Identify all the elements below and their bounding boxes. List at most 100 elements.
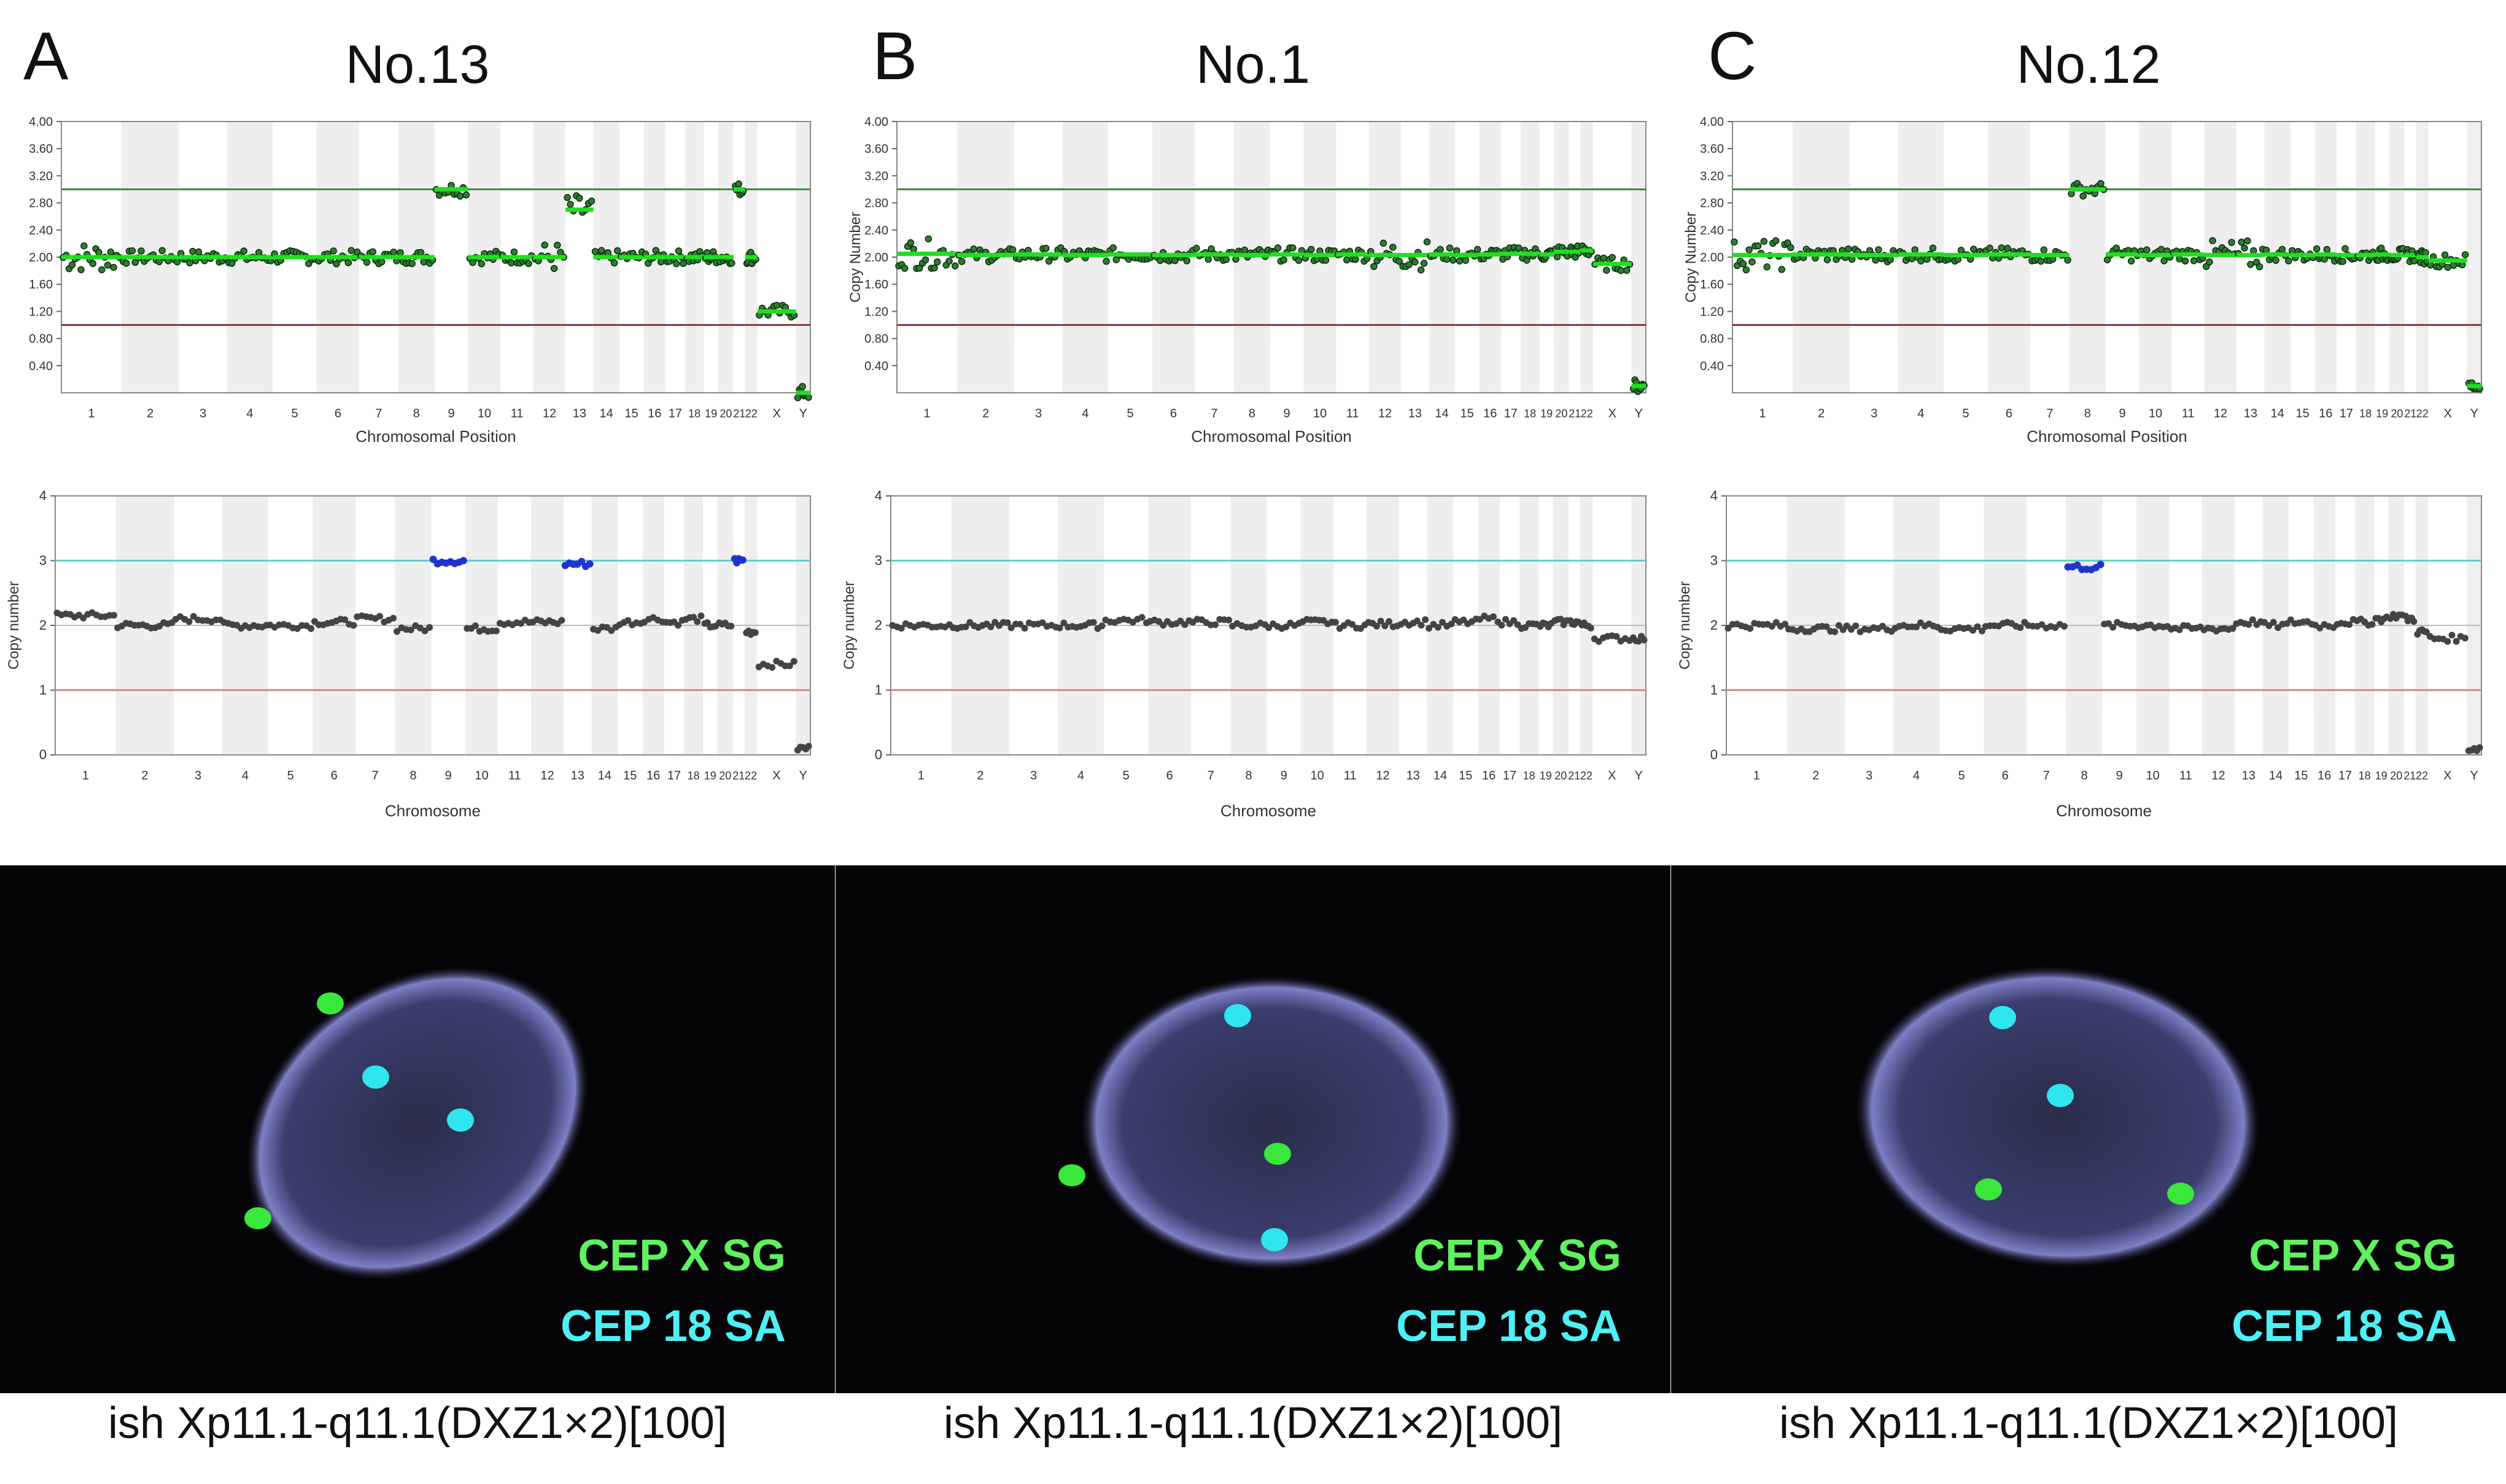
- x-tick-label: 16: [646, 769, 660, 783]
- x-tick-label: 4: [1082, 407, 1088, 420]
- array-data-point: [2079, 192, 2087, 200]
- sequencing-data-point: [350, 622, 357, 629]
- sequencing-data-point: [690, 614, 697, 621]
- array-data-point: [1183, 257, 1190, 265]
- legend-cep-x: CEP X SG: [578, 1231, 786, 1280]
- array-data-point: [1443, 255, 1451, 263]
- x-tick-label: 1: [923, 407, 930, 420]
- array-data-point: [2241, 244, 2248, 252]
- array-data-point: [1887, 256, 1894, 263]
- array-data-point: [1015, 255, 1023, 263]
- array-data-point: [1600, 254, 1607, 262]
- sequencing-data-point: [2249, 616, 2256, 624]
- x-tick-label: 3: [1030, 769, 1037, 783]
- sequencing-data-point: [394, 628, 400, 635]
- sequencing-data-point: [390, 614, 397, 622]
- sequencing-data-point: [1835, 622, 1842, 629]
- x-tick-label: Y: [799, 769, 807, 783]
- x-tick-label: 16: [2319, 407, 2332, 420]
- sequencing-data-point: [790, 658, 797, 665]
- x-tick-label: 1: [1759, 407, 1766, 420]
- array-data-point: [2206, 258, 2213, 266]
- sequencing-data-point: [898, 625, 905, 632]
- array-data-point: [95, 249, 103, 257]
- x-tick-label: 6: [2002, 769, 2009, 783]
- x-tick-label: 4: [242, 769, 249, 783]
- legend-cep-18: CEP 18 SA: [2232, 1302, 2457, 1351]
- x-tick-label: 8: [410, 769, 417, 783]
- x-tick-label: 4: [1917, 407, 1924, 420]
- x-tick-label: 18: [1523, 770, 1535, 782]
- array-data-point: [564, 194, 571, 201]
- x-tick-label: 22: [745, 408, 758, 420]
- cep-18-signal: [1989, 1006, 2016, 1029]
- sequencing-data-point: [2073, 561, 2081, 569]
- array-data-point: [104, 261, 112, 269]
- x-tick-label: X: [2443, 769, 2451, 783]
- y-tick-label: 2.80: [864, 197, 888, 211]
- x-tick-label: 6: [2006, 407, 2012, 420]
- x-tick-label: 6: [1166, 769, 1173, 783]
- array-data-point: [2244, 237, 2251, 245]
- y-axis-title: Copy Number: [1683, 212, 1699, 303]
- array-data-point: [2160, 257, 2168, 265]
- array-data-point: [970, 245, 977, 253]
- x-tick-label: 9: [445, 769, 452, 783]
- sample-title: No.1: [1196, 34, 1310, 95]
- array-data-point: [1911, 246, 1918, 253]
- y-tick-label: 0: [875, 747, 882, 762]
- x-tick-label: 19: [2375, 770, 2388, 782]
- sequencing-data-point: [2017, 624, 2024, 632]
- y-tick-label: 2.00: [29, 251, 53, 265]
- x-tick-label: 1: [82, 769, 89, 783]
- array-data-point: [330, 247, 337, 255]
- array-data-point: [805, 393, 812, 401]
- sequencing-data-point: [307, 625, 314, 632]
- x-tick-label: 22: [1581, 408, 1593, 420]
- array-data-point: [1379, 239, 1387, 247]
- sequencing-data-point: [1422, 616, 1429, 624]
- legend-cep-18: CEP 18 SA: [561, 1302, 786, 1351]
- array-data-point: [567, 201, 574, 208]
- x-tick-label: 18: [2359, 408, 2372, 420]
- x-tick-label: 7: [2046, 407, 2053, 420]
- sequencing-data-point: [594, 627, 602, 634]
- x-tick-label: 10: [478, 407, 491, 420]
- array-data-point: [2313, 245, 2321, 253]
- array-data-point: [77, 266, 85, 274]
- panel-b: B No.1 0.40 0.80 1.20 1.60 2.00 2.40 2.80 3.20 3…: [836, 0, 1670, 1484]
- sequencing-data-point: [1557, 616, 1564, 623]
- array-data-point: [240, 247, 247, 255]
- array-data-point: [2064, 257, 2071, 264]
- array-data-point: [138, 247, 145, 255]
- x-tick-label: 13: [1408, 407, 1422, 420]
- x-tick-label: 2: [1812, 769, 1819, 783]
- array-data-point: [1462, 257, 1470, 264]
- x-tick-label: 21: [733, 408, 745, 420]
- chromosome-band: [1631, 122, 1646, 393]
- array-data-point: [2190, 257, 2198, 265]
- array-data-point: [68, 261, 76, 269]
- array-data-point: [1370, 263, 1378, 270]
- x-tick-label: 7: [1211, 407, 1217, 420]
- array-data-point: [1112, 256, 1120, 263]
- sequencing-data-point: [1640, 636, 1648, 644]
- x-tick-label: 3: [1035, 407, 1042, 420]
- sequencing-data-point: [2368, 620, 2376, 628]
- sequencing-data-point: [1386, 618, 1393, 625]
- sequencing-data-point: [1974, 623, 1981, 630]
- array-data-point: [397, 249, 404, 257]
- array-data-point: [2284, 257, 2292, 265]
- array-data-point: [2256, 263, 2264, 271]
- array-data-point: [478, 260, 486, 268]
- array-data-point: [1343, 256, 1351, 264]
- x-tick-label: 15: [2294, 769, 2308, 783]
- x-tick-label: 19: [704, 770, 716, 782]
- chromosome-band: [2467, 122, 2481, 393]
- array-data-point: [2341, 245, 2349, 252]
- x-tick-label: 5: [1123, 769, 1130, 783]
- sequencing-data-point: [987, 623, 995, 630]
- x-tick-label: 20: [1555, 408, 1567, 420]
